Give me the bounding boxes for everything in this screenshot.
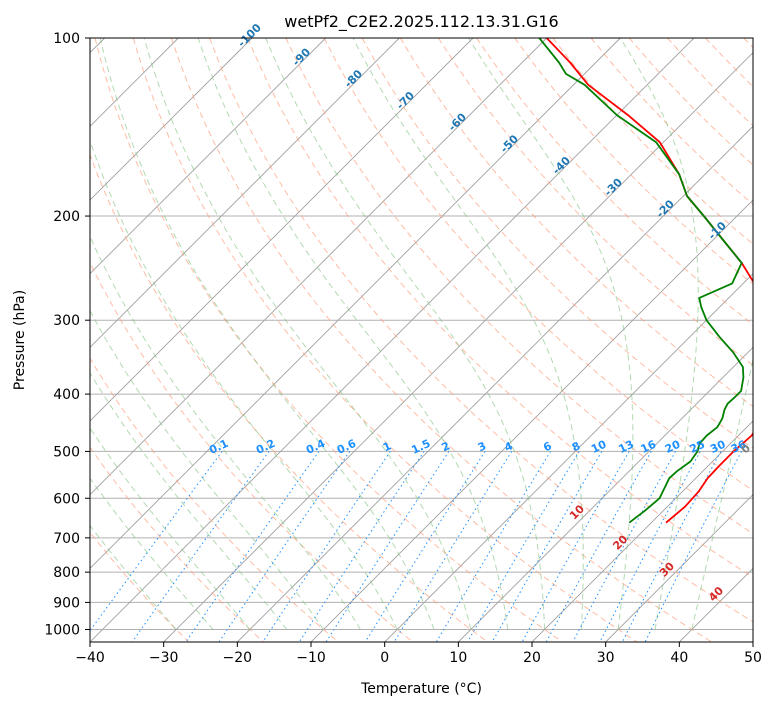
y-axis-label: Pressure (hPa) [12, 290, 28, 390]
plot-frame [89, 37, 754, 643]
y-tick-label: 200 [53, 209, 80, 225]
y-tick-label: 300 [53, 313, 80, 329]
moist-adiabat-line [352, 38, 584, 630]
isotherm-line [90, 38, 400, 348]
x-tick-label: −20 [223, 650, 253, 666]
x-tick-label: 10 [449, 650, 467, 666]
moist-adiabat-line [468, 38, 634, 630]
mixing-ratio-label: 16 [639, 438, 659, 456]
dry-adiabat-line [90, 153, 488, 642]
mixing-ratio-label: 20 [663, 438, 683, 456]
background-lines [90, 38, 753, 642]
temperature-profile-line [546, 38, 753, 524]
dry-adiabat-line [209, 38, 753, 623]
mixing-ratio-line [621, 451, 722, 642]
mixing-ratio-line [521, 451, 630, 642]
moist-adiabat-line [90, 309, 324, 630]
x-tick-label: 20 [523, 650, 541, 666]
isotherm-line [90, 38, 253, 201]
moist-adiabat-line [619, 38, 699, 630]
y-tick-label: 400 [53, 387, 80, 403]
moist-adiabat-line [90, 139, 398, 630]
y-tick-label: 500 [53, 444, 80, 460]
x-tick-label: −30 [149, 650, 179, 666]
mixing-ratio-label: 30 [708, 438, 728, 456]
isotherm-line [384, 273, 753, 642]
moist-adiabat-line [143, 38, 472, 630]
moist-adiabat-line [90, 477, 214, 630]
moist-adiabat-line [90, 372, 288, 630]
isotherm-line [90, 38, 695, 642]
x-tick-label: 50 [744, 650, 762, 666]
mixing-ratio-line [262, 451, 391, 642]
x-tick-label: 0 [380, 650, 389, 666]
mixing-ratio-line [435, 451, 552, 642]
mixing-ratio-line [491, 451, 603, 642]
y-tick-label: 800 [53, 565, 80, 581]
isotherm-line [458, 346, 753, 642]
mixing-ratio-label: 10 [589, 438, 609, 456]
isotherm-line [90, 38, 326, 275]
profile-lines [538, 38, 753, 524]
dry-adiabat-line [170, 38, 712, 642]
dry-adiabat-line [323, 38, 753, 492]
y-tick-label: 100 [53, 31, 80, 47]
y-tick-label: 600 [53, 491, 80, 507]
dry-adiabat-line [94, 38, 563, 642]
mixing-ratio-line [325, 451, 450, 642]
dry-adiabat-line [285, 38, 753, 535]
moist-adiabat-line [197, 38, 509, 630]
mixing-ratio-line [599, 451, 701, 642]
y-tick-label: 700 [53, 531, 80, 547]
dry-adiabat-line [476, 38, 753, 326]
isotherm-line [163, 52, 753, 642]
y-tick-label: 900 [53, 595, 80, 611]
mixing-ratio-line [218, 451, 351, 642]
y-tick-label: 1000 [44, 622, 80, 638]
moist-adiabat-line [90, 235, 361, 630]
isotherm-line [531, 420, 753, 642]
moist-adiabat-line [90, 427, 251, 630]
x-axis-label: Temperature (°C) [360, 681, 482, 697]
x-tick-label: 30 [597, 650, 615, 666]
moist-adiabat-line [691, 356, 753, 630]
x-tick-label: −40 [75, 650, 105, 666]
isotherm-line [605, 494, 753, 642]
dry-adiabat-line [132, 38, 638, 642]
mixing-ratio-line [467, 451, 580, 642]
x-tick-label: 40 [670, 650, 688, 666]
moist-adiabat-line [99, 38, 435, 630]
isotherm-line [90, 38, 547, 496]
dry-adiabat-line [90, 446, 264, 642]
mixing-ratio-label: 13 [617, 438, 636, 456]
mixing-ratio-line [644, 451, 742, 642]
mixing-ratio-line [572, 451, 676, 642]
axis-ticks: −40 −30 −20 −10 0 10 20 30 40 50 100 200 300 400 500 60… [44, 31, 762, 666]
moist-adiabat-line [265, 38, 545, 630]
mixing-ratio-label: 25 [688, 438, 707, 456]
isotherm-line [90, 38, 621, 569]
mixing-ratio-label: 36 [729, 438, 749, 456]
isotherm-line [237, 125, 753, 642]
dry-adiabat-line [90, 261, 414, 642]
moist-adiabat-line [90, 524, 177, 630]
chart-title: wetPf2_C2E2.2025.112.13.31.G16 [284, 12, 558, 32]
dry-adiabat-line [437, 38, 753, 366]
mixing-ratio-line [90, 451, 223, 632]
isotherm-line [90, 38, 474, 422]
dry-adiabat-line [247, 38, 753, 578]
mixing-ratio-line [545, 451, 652, 642]
x-tick-label: −10 [296, 650, 326, 666]
dewpoint-profile-line [538, 38, 745, 524]
